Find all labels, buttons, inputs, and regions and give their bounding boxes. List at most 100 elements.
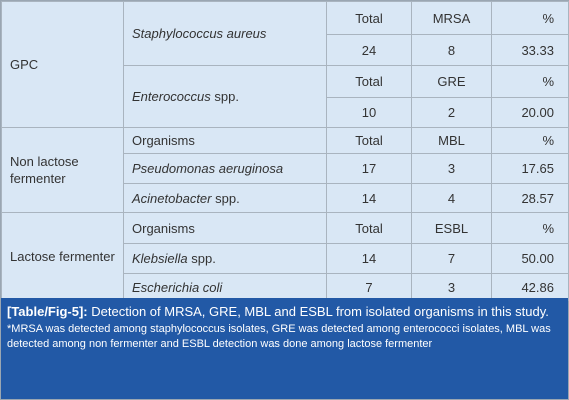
cell-text: 20.00 [521, 105, 554, 120]
table-cell: 28.57 [491, 183, 569, 213]
organism-suffix: spp. [214, 89, 239, 104]
cell-text: Total [355, 133, 383, 148]
cell-text: 3 [447, 161, 456, 176]
table-cell: Total [326, 65, 412, 98]
table-cell: ESBL [411, 212, 492, 244]
table-cell: % [491, 212, 569, 244]
table-cell: MBL [411, 127, 492, 154]
table-cell: % [491, 65, 569, 98]
caption-label: [Table/Fig-5]: [7, 304, 88, 319]
cell-text: Total [355, 220, 383, 236]
cell-text: Organisms [132, 133, 195, 148]
table-body: GPC Staphylococcus aureus Total MRSA% 24 8 33.… [1, 1, 569, 301]
table-cell: Organisms [123, 127, 327, 154]
table-cell: Staphylococcus aureus [123, 1, 327, 66]
table-cell: % [491, 127, 569, 154]
table-row: Enterococcus spp. Total GRE% [2, 65, 569, 128]
caption-note: *MRSA was detected among staphylococcus … [7, 323, 551, 350]
cell-text: 2 [447, 105, 456, 120]
cell-text: % [542, 10, 554, 26]
table-cell: MRSA [411, 1, 492, 35]
caption: [Table/Fig-5]: Detection of MRSA, GRE, M… [1, 298, 568, 399]
cell-text: 4 [447, 190, 456, 206]
cell-text: Organisms [132, 220, 195, 236]
cell-text: Non lactose fermenter [10, 154, 79, 186]
cell-text: 17 [361, 161, 377, 176]
table-row: Non lactose fermenter Organisms Total MBL% [1, 127, 569, 213]
table-cell: 7 [411, 243, 492, 274]
table-cell: 4 [411, 183, 492, 213]
cell-text: % [542, 133, 554, 148]
table-cell: 3 [411, 153, 492, 184]
table-cell: 14 [326, 183, 412, 213]
table-cell: Lactose fermenter [1, 212, 124, 301]
data-table: GPC Staphylococcus aureus Total MRSA% 24 8 33.… [1, 1, 569, 301]
table-row: GPC Staphylococcus aureus Total MRSA% [1, 1, 569, 128]
table-cell: Klebsiella spp. [123, 243, 327, 274]
cell-text: 10 [361, 105, 377, 120]
table-cell: 3 [411, 273, 492, 301]
cell-text: 14 [361, 251, 377, 266]
table-cell: Non lactose fermenter [1, 127, 124, 213]
organism-suffix: spp. [215, 190, 240, 206]
table-row: Acinetobacter spp. 14 4 28.57 [2, 183, 569, 213]
cell-text: 7 [447, 251, 456, 266]
caption-main: [Table/Fig-5]: Detection of MRSA, GRE, M… [7, 303, 562, 320]
cell-text: GPC [10, 57, 39, 72]
table-cell: Organisms [123, 212, 327, 244]
organism-name: Acinetobacter [132, 190, 212, 206]
table-cell: 7 [326, 273, 412, 301]
table-cell: 10 [326, 97, 412, 128]
cell-text: 7 [365, 279, 373, 295]
table-row: Escherichia coli 7 3 42.86 [2, 273, 569, 301]
cell-text: 14 [361, 190, 377, 206]
table-cell: GRE [411, 65, 492, 98]
table-row: Lactose fermenter Organisms Total ESBL% [1, 212, 569, 301]
table-cell: 17.65 [491, 153, 569, 184]
organism-name: Escherichia coli [132, 279, 223, 295]
cell-text: 33.33 [521, 42, 554, 58]
organism-suffix: spp. [191, 251, 216, 266]
table-cell: 42.86 [491, 273, 569, 301]
table-cell: 8 [411, 34, 492, 66]
table-cell: 17 [326, 153, 412, 184]
table-cell: 14 [326, 243, 412, 274]
organism-name: Staphylococcus aureus [132, 26, 267, 41]
cell-text: Total [355, 10, 383, 26]
table-row: Pseudomonas aeruginosa 17 3 17.65 [2, 153, 569, 184]
cell-text: % [542, 220, 554, 236]
table-cell: Total [326, 127, 412, 154]
table-cell: 20.00 [491, 97, 569, 128]
table-cell: Total [326, 212, 412, 244]
cell-text: 42.86 [521, 279, 554, 295]
table-cell: 24 [326, 34, 412, 66]
cell-text: 17.65 [521, 161, 554, 176]
table-row: 24 8 33.33 [2, 34, 569, 66]
cell-text: GRE [437, 74, 466, 89]
caption-text: Detection of MRSA, GRE, MBL and ESBL fro… [91, 304, 549, 319]
cell-text: 28.57 [521, 190, 554, 206]
table-cell: Enterococcus spp. [123, 65, 327, 128]
organism-name: Klebsiella [132, 251, 188, 266]
cell-text: 24 [361, 42, 377, 58]
cell-text: Total [355, 74, 383, 89]
table-cell: 2 [411, 97, 492, 128]
table-cell: 50.00 [491, 243, 569, 274]
table-cell: 33.33 [491, 34, 569, 66]
cell-text: MRSA [432, 10, 471, 26]
table-cell: Escherichia coli [123, 273, 327, 301]
table-cell: Total [326, 1, 412, 35]
cell-text: ESBL [434, 220, 469, 236]
organism-name: Pseudomonas aeruginosa [132, 161, 284, 176]
cell-text: Lactose fermenter [10, 249, 115, 264]
table-cell: GPC [1, 1, 124, 128]
cell-text: 8 [447, 42, 456, 58]
table-row: 10 2 20.00 [2, 97, 569, 128]
cell-text: 50.00 [521, 251, 554, 266]
table-cell: Acinetobacter spp. [123, 183, 327, 213]
table-row: Klebsiella spp. 14 7 50.00 [2, 243, 569, 274]
cell-text: % [542, 74, 554, 89]
cell-text: 3 [447, 279, 456, 295]
